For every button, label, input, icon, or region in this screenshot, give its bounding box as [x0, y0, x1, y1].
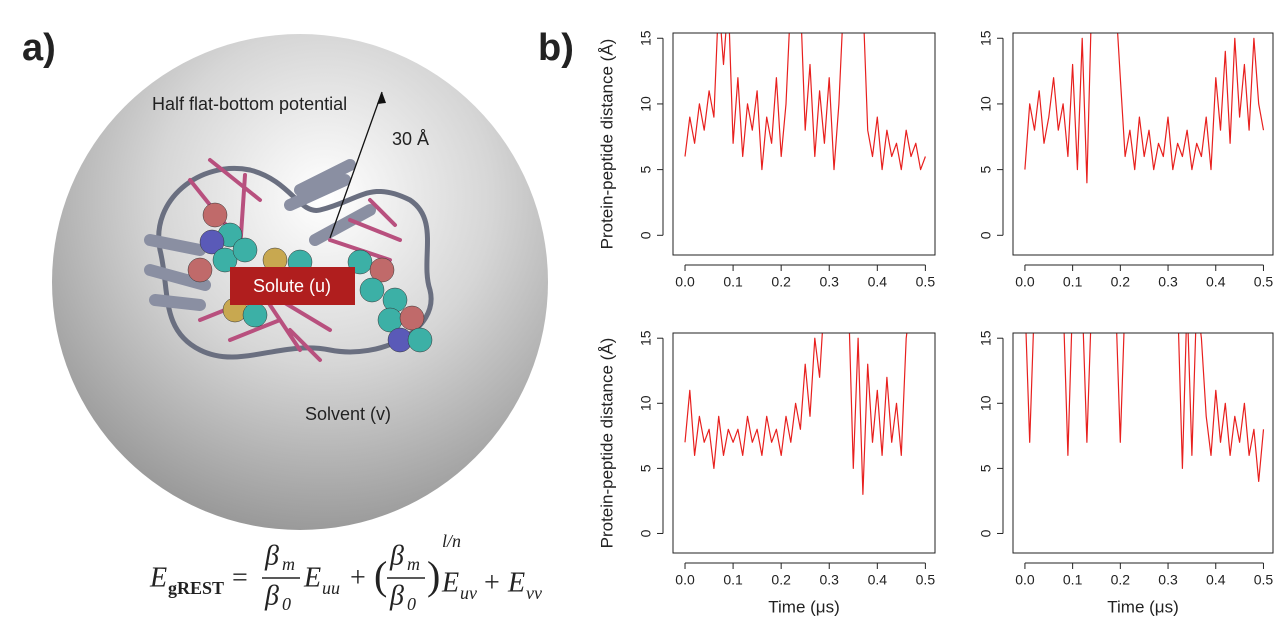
x-tick-label: 0.5: [916, 274, 936, 290]
x-tick-label: 0.5: [916, 572, 936, 588]
eq-subscript: 0: [407, 594, 416, 614]
x-tick-label: 0.4: [868, 274, 888, 290]
eq-operator: +: [350, 562, 366, 593]
y-tick-label: 10: [638, 96, 654, 112]
y-tick-label: 5: [978, 166, 994, 174]
chart: 0 5 10 15 0.0 0.1 0.2 0.3 0.4 0.5: [978, 30, 1274, 290]
x-tick-label: 0.3: [820, 572, 840, 588]
y-axis-label: Protein-peptide distance (Å): [597, 338, 616, 549]
eq-paren: (: [374, 553, 387, 598]
y-tick-label: 5: [638, 464, 654, 472]
x-tick-label: 0.3: [1158, 274, 1178, 290]
y-tick-label: 15: [638, 30, 654, 46]
x-tick-label: 0.5: [1254, 572, 1274, 588]
eq-subscript: m: [282, 554, 295, 574]
eq-subscript: m: [407, 554, 420, 574]
plot-frame: [1012, 332, 1274, 554]
solvent-label: Solvent (v): [305, 404, 391, 424]
x-tick-label: 0.2: [1111, 572, 1131, 588]
series-line: [684, 333, 908, 495]
chart: 0 5 10 15 0.0 0.1 0.2 0.3 0.4 0.5 Time (μs): [978, 330, 1274, 616]
x-tick-label: 0.4: [1206, 572, 1226, 588]
y-tick-label: 0: [638, 231, 654, 239]
eq-symbol: E: [149, 562, 167, 593]
x-tick-label: 0.1: [723, 572, 743, 588]
radius-arrow: [329, 91, 383, 239]
x-tick-label: 0.3: [820, 274, 840, 290]
protein: [144, 158, 434, 362]
eq-symbol: β: [264, 540, 279, 571]
x-tick-label: 0.0: [1015, 572, 1035, 588]
x-tick-label: 0.0: [675, 274, 695, 290]
eq-subscript: gREST: [168, 578, 224, 598]
series-line: [684, 33, 926, 171]
eq-subscript: uu: [322, 578, 340, 598]
eq-symbol: β: [264, 580, 279, 611]
eq-operator: +: [484, 567, 500, 598]
x-tick-label: 0.2: [771, 572, 791, 588]
eq-subscript: vv: [526, 583, 542, 603]
x-axis-label: Time (μs): [1107, 597, 1179, 616]
series-line: [1025, 333, 1265, 482]
y-tick-label: 5: [638, 166, 654, 174]
chart: 0 5 10 15 0.0 0.1 0.2 0.3 0.4 0.5 Protein-peptide …: [597, 30, 936, 290]
x-tick-label: 0.2: [771, 274, 791, 290]
eq-symbol: E: [441, 567, 459, 598]
x-tick-label: 0.2: [1111, 274, 1131, 290]
y-tick-label: 10: [978, 395, 994, 411]
x-tick-label: 0.1: [723, 274, 743, 290]
eq-exponent: l/n: [442, 531, 461, 551]
x-tick-label: 0.3: [1158, 572, 1178, 588]
eq-symbol: β: [389, 540, 404, 571]
eq-paren: ): [427, 553, 440, 598]
potential-label: Half flat-bottom potential: [152, 94, 347, 114]
chart: 0 5 10 15 0.0 0.1 0.2 0.3 0.4 0.5 Protein-peptide …: [597, 330, 936, 616]
eq-subscript: 0: [282, 594, 291, 614]
x-tick-label: 0.0: [675, 572, 695, 588]
panel-label: b): [538, 27, 574, 69]
y-tick-label: 15: [978, 330, 994, 346]
y-tick-label: 0: [638, 529, 654, 537]
y-tick-label: 10: [638, 395, 654, 411]
eq-symbol: β: [389, 580, 404, 611]
plot-frame: [1012, 32, 1274, 256]
radius-label: 30 Å: [392, 129, 429, 149]
x-axis-label: Time (μs): [768, 597, 840, 616]
y-axis-label: Protein-peptide distance (Å): [597, 39, 616, 250]
x-tick-label: 0.0: [1015, 274, 1035, 290]
eq-symbol: E: [303, 562, 321, 593]
equation: E gREST = β m β 0 E uu + ( β m β 0 ) l/n…: [149, 531, 542, 614]
x-tick-label: 0.1: [1063, 572, 1083, 588]
solute-box: [230, 267, 355, 305]
x-tick-label: 0.1: [1063, 274, 1083, 290]
plot-frame: [672, 32, 936, 256]
solute-label: Solute (u): [253, 276, 331, 296]
arrow-head: [377, 92, 386, 104]
plot-frame: [672, 332, 936, 554]
eq-subscript: uv: [460, 583, 477, 603]
x-tick-label: 0.4: [1206, 274, 1226, 290]
series-line: [1024, 33, 1265, 184]
y-tick-label: 0: [978, 529, 994, 537]
x-tick-label: 0.4: [868, 572, 888, 588]
y-tick-label: 15: [638, 330, 654, 346]
x-tick-label: 0.5: [1254, 274, 1274, 290]
y-tick-label: 5: [978, 464, 994, 472]
eq-symbol: E: [507, 567, 525, 598]
y-tick-label: 10: [978, 96, 994, 112]
eq-operator: =: [232, 562, 248, 593]
panel-label: a): [22, 27, 56, 69]
y-tick-label: 0: [978, 231, 994, 239]
y-tick-label: 15: [978, 30, 994, 46]
